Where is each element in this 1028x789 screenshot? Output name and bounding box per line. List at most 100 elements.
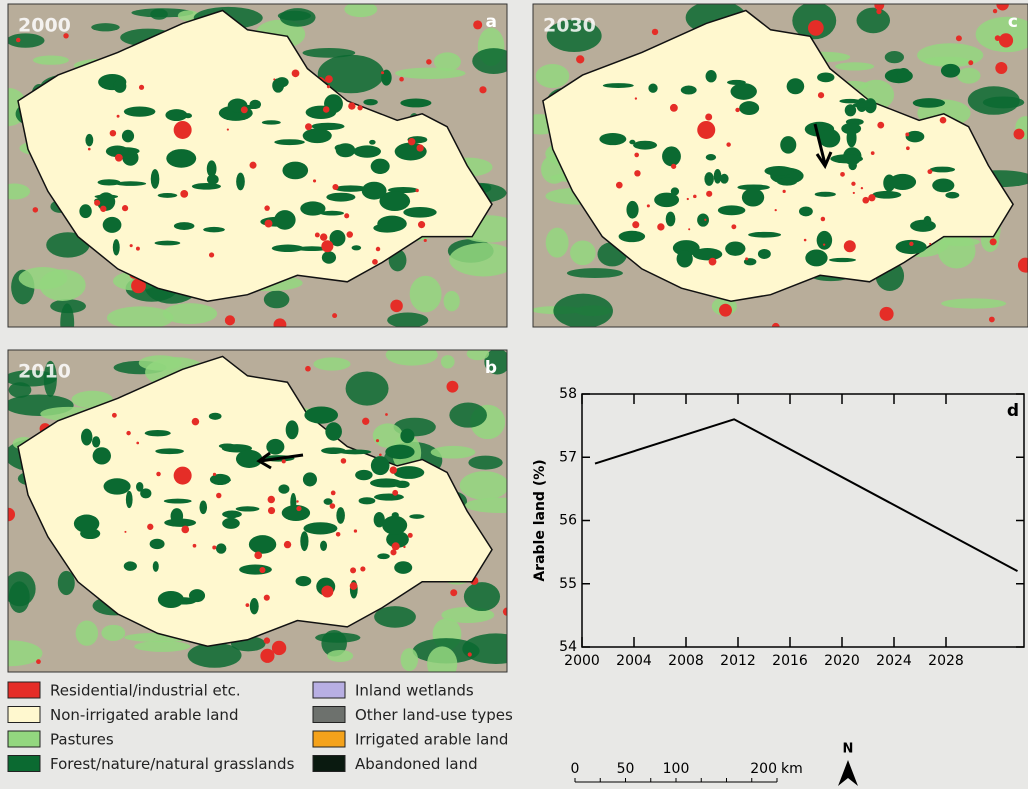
forest-patch — [151, 169, 160, 189]
forest-patch — [932, 178, 954, 192]
map-patch — [39, 269, 85, 301]
forest-patch — [734, 249, 742, 256]
map-patch — [9, 382, 32, 398]
forest-patch — [382, 516, 407, 535]
forest-patch — [336, 507, 345, 524]
forest-patch — [872, 191, 901, 199]
forest-patch — [897, 68, 910, 80]
forest-patch — [400, 99, 431, 108]
urban-patch — [381, 71, 384, 74]
forest-patch — [126, 491, 133, 508]
map-patch — [9, 581, 30, 613]
urban-patch — [671, 164, 676, 169]
urban-patch — [390, 549, 396, 555]
urban-patch — [315, 233, 320, 238]
urban-patch — [372, 259, 378, 265]
urban-patch — [783, 190, 786, 193]
x-tick-label: 2000 — [564, 653, 600, 669]
forest-patch — [296, 576, 312, 586]
scale-label: 100 — [663, 761, 690, 777]
urban-patch — [181, 526, 189, 534]
scale-unit: km — [781, 761, 803, 777]
forest-patch — [889, 174, 916, 190]
forest-patch — [829, 258, 856, 262]
urban-patch — [259, 567, 265, 573]
urban-patch — [705, 114, 712, 121]
forest-patch — [666, 212, 676, 227]
forest-patch — [203, 227, 225, 232]
map-panel — [0, 2, 519, 343]
map-urban — [993, 9, 997, 13]
urban-patch — [861, 187, 863, 189]
urban-patch — [305, 123, 312, 130]
city — [697, 121, 715, 139]
forest-patch — [286, 420, 299, 439]
forest-patch — [913, 98, 945, 108]
plot-frame — [582, 394, 1024, 647]
scale-label: 50 — [617, 761, 635, 777]
map-urban — [390, 300, 403, 313]
y-tick-label: 56 — [559, 513, 577, 529]
forest-patch — [320, 541, 327, 551]
urban-patch — [296, 506, 301, 511]
urban-patch — [357, 105, 362, 110]
forest-patch — [394, 561, 412, 574]
forest-patch — [352, 245, 362, 250]
forest-patch — [817, 231, 832, 250]
urban-patch — [268, 496, 275, 503]
urban-patch — [823, 243, 825, 245]
forest-patch — [648, 83, 657, 92]
urban-patch — [282, 459, 286, 463]
urban-patch — [379, 453, 382, 456]
forest-patch — [924, 216, 932, 226]
forest-patch — [758, 249, 771, 259]
forest-patch — [787, 78, 805, 94]
forest-patch — [371, 159, 390, 174]
urban-patch — [350, 567, 356, 573]
map-urban — [999, 33, 1013, 47]
urban-patch — [634, 153, 639, 158]
forest-patch — [748, 232, 781, 238]
map-patch — [449, 403, 487, 428]
urban-patch — [320, 233, 327, 240]
forest-patch — [626, 201, 638, 219]
forest-patch — [311, 123, 344, 130]
map-urban — [880, 307, 894, 321]
urban-patch — [88, 148, 91, 151]
forest-patch — [633, 141, 657, 150]
map-urban — [468, 652, 472, 656]
map-patch — [188, 643, 242, 668]
urban-patch — [136, 442, 139, 445]
forest-patch — [819, 129, 841, 148]
forest-patch — [853, 102, 876, 108]
forest-patch — [207, 174, 219, 184]
legend-swatch — [8, 731, 40, 747]
forest-patch — [409, 514, 424, 519]
forest-patch — [165, 109, 187, 121]
forest-patch — [374, 494, 404, 501]
x-tick-label: 2016 — [772, 653, 808, 669]
forest-patch — [355, 470, 372, 480]
forest-patch — [370, 478, 402, 487]
urban-patch — [264, 205, 270, 211]
urban-patch — [362, 418, 369, 425]
map-urban — [808, 20, 824, 36]
urban-patch — [350, 582, 358, 590]
forest-patch — [714, 169, 722, 184]
urban-patch — [376, 439, 379, 442]
y-axis-label: Arable land (%) — [532, 459, 548, 581]
urban-patch — [688, 228, 690, 230]
map-patch — [76, 621, 98, 646]
legend-label: Pastures — [50, 731, 114, 749]
chart: 5455565758200020042008201220162020202420… — [532, 386, 1024, 669]
forest-patch — [377, 553, 389, 559]
forest-patch — [150, 539, 165, 549]
map-urban — [305, 366, 311, 372]
urban-patch — [693, 195, 697, 199]
map-patch — [968, 86, 1020, 115]
map-urban — [576, 55, 584, 63]
forest-patch — [250, 598, 259, 614]
urban-patch — [126, 431, 130, 435]
forest-patch — [153, 561, 159, 572]
map-patch — [536, 64, 570, 88]
